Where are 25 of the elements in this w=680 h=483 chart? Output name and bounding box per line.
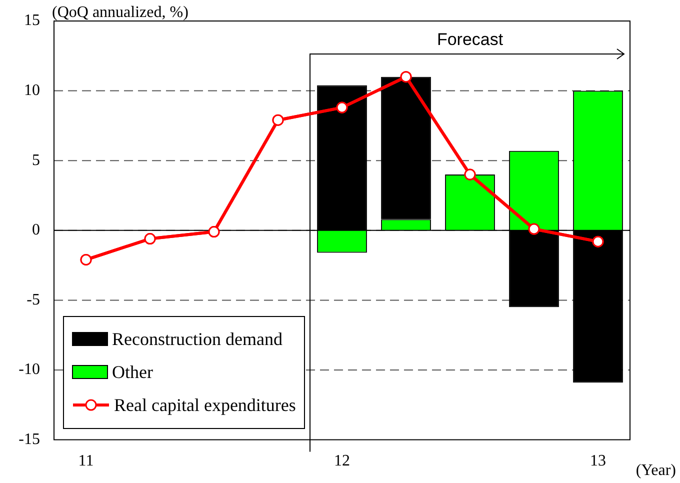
x-tick-label: 13 <box>590 452 606 470</box>
legend-label: Reconstruction demand <box>112 328 282 350</box>
x-axis-title: (Year) <box>636 462 676 480</box>
point <box>80 254 92 266</box>
y-tick-label: -10 <box>18 361 40 378</box>
point <box>336 102 348 114</box>
point <box>400 71 412 83</box>
point <box>208 226 220 238</box>
y-tick-label: 5 <box>32 152 40 169</box>
y-tick-label: 0 <box>32 222 40 239</box>
y-tick-label: 10 <box>24 82 40 100</box>
point <box>144 233 156 245</box>
y-tick-label: -5 <box>26 291 40 308</box>
y-axis-title: (QoQ annualized, %) <box>52 4 188 22</box>
point <box>528 223 540 235</box>
y-tick-label: -15 <box>18 431 40 448</box>
legend-label: Other <box>112 362 153 383</box>
x-tick-label: 11 <box>78 452 94 470</box>
point <box>592 236 604 248</box>
ref-line-label: Forecast <box>436 30 504 50</box>
legend-label: Real capital expenditures <box>114 394 296 416</box>
point <box>272 114 284 126</box>
y-tick-label: 15 <box>24 12 40 30</box>
x-tick-label: 12 <box>334 452 350 470</box>
point <box>464 168 476 180</box>
